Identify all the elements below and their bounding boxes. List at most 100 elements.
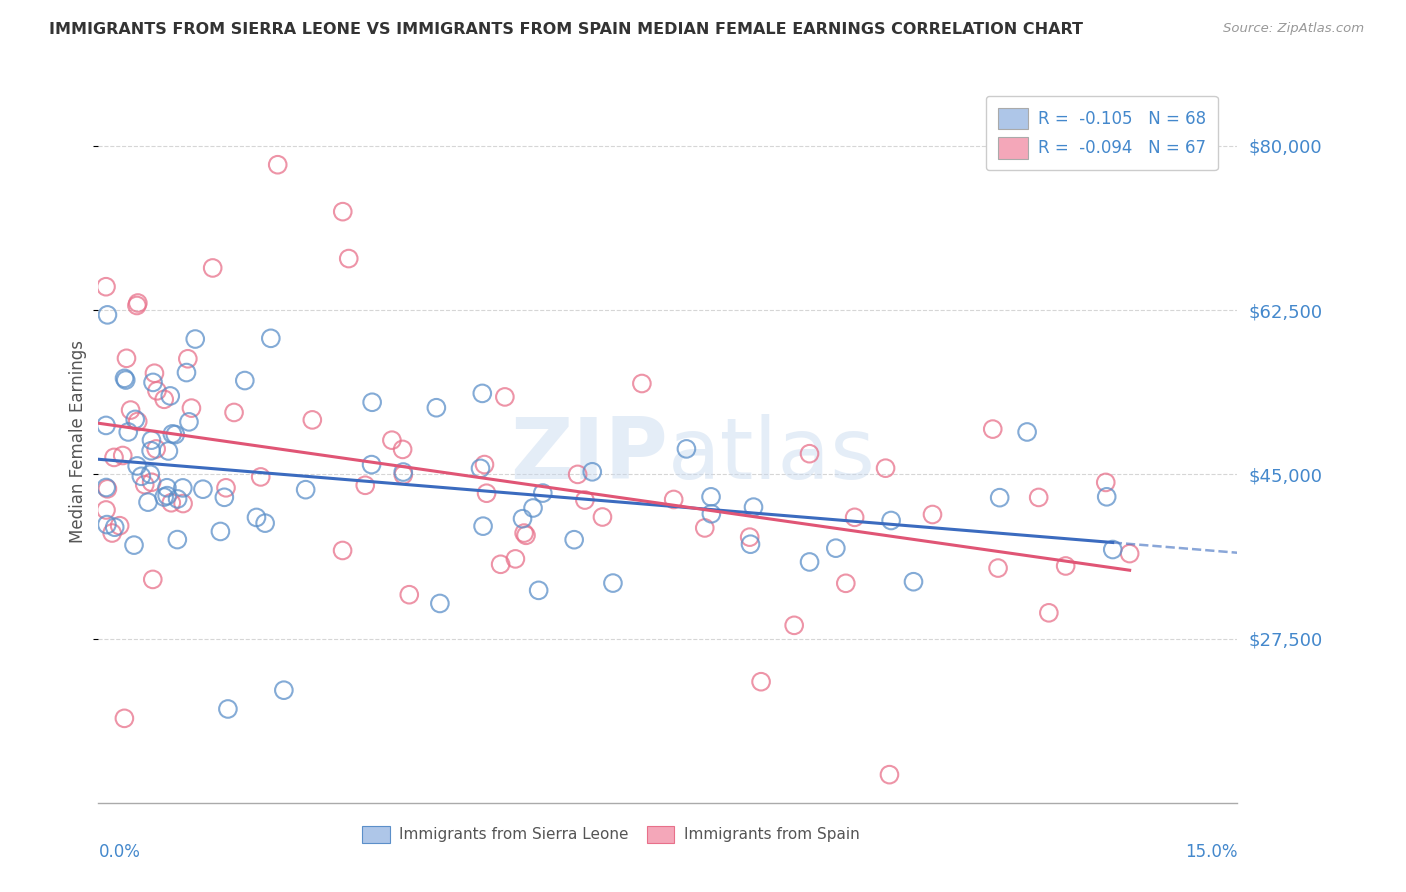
Point <box>254 516 277 530</box>
Point <box>574 493 596 508</box>
Point <box>249 470 271 484</box>
Point <box>398 588 420 602</box>
Point <box>215 481 238 495</box>
Point <box>267 158 290 172</box>
Point <box>217 702 239 716</box>
Point <box>156 481 179 495</box>
Point <box>94 418 117 433</box>
Point <box>474 458 496 472</box>
Point <box>301 413 323 427</box>
Point <box>425 401 447 415</box>
Point <box>177 351 200 366</box>
Point <box>156 489 179 503</box>
Point <box>361 395 384 409</box>
Point <box>166 533 188 547</box>
Point <box>505 552 527 566</box>
Point <box>134 477 156 491</box>
Point <box>172 497 194 511</box>
Point <box>294 483 316 497</box>
Point <box>120 403 142 417</box>
Point <box>332 204 354 219</box>
Point <box>1094 475 1116 490</box>
Point <box>921 508 943 522</box>
Point <box>740 537 762 551</box>
Point <box>180 401 202 416</box>
Point <box>177 415 200 429</box>
Point <box>354 478 377 492</box>
Point <box>522 500 544 515</box>
Point <box>562 533 585 547</box>
Point <box>835 576 858 591</box>
Point <box>214 491 236 505</box>
Point <box>273 683 295 698</box>
Point <box>880 514 903 528</box>
Point <box>124 412 146 426</box>
Point <box>159 389 181 403</box>
Point <box>157 444 180 458</box>
Point <box>879 767 901 781</box>
Point <box>1028 491 1050 505</box>
Point <box>581 465 603 479</box>
Point <box>153 490 176 504</box>
Point <box>184 332 207 346</box>
Text: 15.0%: 15.0% <box>1185 843 1237 861</box>
Point <box>142 573 165 587</box>
Point <box>875 461 897 475</box>
Point <box>381 433 404 447</box>
Point <box>392 467 415 482</box>
Point <box>141 475 163 490</box>
Point <box>145 442 167 456</box>
Point <box>693 521 716 535</box>
Point <box>201 260 224 275</box>
Text: 0.0%: 0.0% <box>98 843 141 861</box>
Point <box>824 541 846 556</box>
Point <box>122 538 145 552</box>
Point <box>662 492 685 507</box>
Point <box>115 351 138 366</box>
Point <box>513 526 536 541</box>
Point <box>567 467 589 482</box>
Point <box>209 524 232 539</box>
Point <box>799 447 821 461</box>
Text: Source: ZipAtlas.com: Source: ZipAtlas.com <box>1223 22 1364 36</box>
Point <box>988 491 1011 505</box>
Text: atlas: atlas <box>668 415 876 498</box>
Point <box>471 386 494 401</box>
Point <box>94 279 117 293</box>
Point <box>987 561 1010 575</box>
Point <box>112 711 135 725</box>
Text: IMMIGRANTS FROM SIERRA LEONE VS IMMIGRANTS FROM SPAIN MEDIAN FEMALE EARNINGS COR: IMMIGRANTS FROM SIERRA LEONE VS IMMIGRAN… <box>49 22 1083 37</box>
Point <box>700 507 723 521</box>
Point <box>472 519 495 533</box>
Point <box>489 558 512 572</box>
Point <box>1101 542 1123 557</box>
Point <box>153 392 176 407</box>
Point <box>245 510 267 524</box>
Point <box>260 331 283 345</box>
Point <box>125 298 148 312</box>
Point <box>139 443 162 458</box>
Point <box>143 366 166 380</box>
Point <box>392 465 415 479</box>
Legend: Immigrants from Sierra Leone, Immigrants from Spain: Immigrants from Sierra Leone, Immigrants… <box>356 820 866 849</box>
Point <box>700 490 723 504</box>
Point <box>96 481 118 495</box>
Point <box>222 405 245 419</box>
Point <box>1038 606 1060 620</box>
Point <box>360 458 382 472</box>
Point <box>131 469 153 483</box>
Point <box>127 296 149 310</box>
Point <box>142 376 165 390</box>
Point <box>1017 425 1039 439</box>
Point <box>233 374 256 388</box>
Point <box>470 461 492 475</box>
Point <box>94 503 117 517</box>
Point <box>337 252 360 266</box>
Point <box>981 422 1004 436</box>
Point <box>96 517 118 532</box>
Y-axis label: Median Female Earnings: Median Female Earnings <box>69 340 87 543</box>
Point <box>127 458 149 473</box>
Point <box>475 486 498 500</box>
Point <box>749 674 772 689</box>
Text: ZIP: ZIP <box>510 415 668 498</box>
